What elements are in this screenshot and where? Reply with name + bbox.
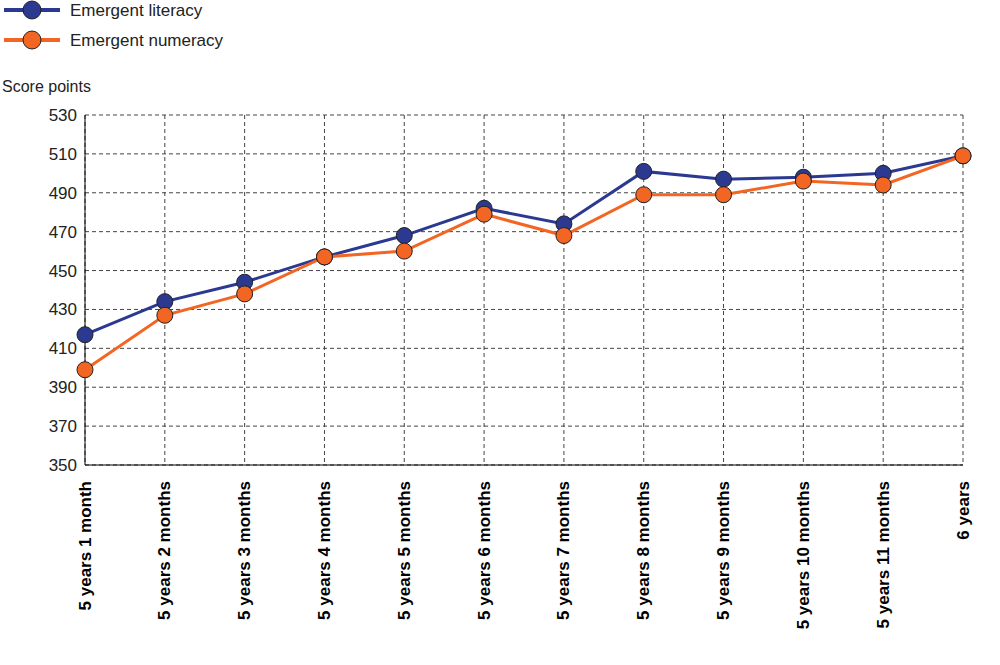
svg-text:430: 430	[49, 300, 77, 319]
svg-text:410: 410	[49, 339, 77, 358]
svg-text:5 years 10 months: 5 years 10 months	[794, 481, 813, 629]
svg-text:510: 510	[49, 145, 77, 164]
svg-text:370: 370	[49, 417, 77, 436]
svg-text:5 years 5 months: 5 years 5 months	[395, 481, 414, 620]
svg-text:5 years 7 months: 5 years 7 months	[554, 481, 573, 620]
svg-text:350: 350	[49, 456, 77, 475]
svg-text:5 years 4 months: 5 years 4 months	[315, 481, 334, 620]
html-text:Score points: Score points	[2, 78, 91, 95]
svg-text:Emergent numeracy: Emergent numeracy	[70, 31, 224, 50]
svg-text:390: 390	[49, 378, 77, 397]
svg-text:6 years: 6 years	[954, 481, 973, 540]
svg-text:Emergent literacy: Emergent literacy	[70, 1, 203, 20]
svg-text:5 years 9 months: 5 years 9 months	[714, 481, 733, 620]
svg-text:5 years 6 months: 5 years 6 months	[475, 481, 494, 620]
svg-text:5 years 8 months: 5 years 8 months	[634, 481, 653, 620]
svg-text:490: 490	[49, 184, 77, 203]
svg-text:450: 450	[49, 262, 77, 281]
svg-text:5 years 1 month: 5 years 1 month	[76, 481, 95, 610]
svg-text:5 years 11 months: 5 years 11 months	[874, 481, 893, 628]
svg-text:530: 530	[49, 106, 77, 125]
svg-text:5 years 3 months: 5 years 3 months	[235, 481, 254, 620]
svg-text:470: 470	[49, 223, 77, 242]
svg-text:5 years 2 months: 5 years 2 months	[155, 481, 174, 620]
